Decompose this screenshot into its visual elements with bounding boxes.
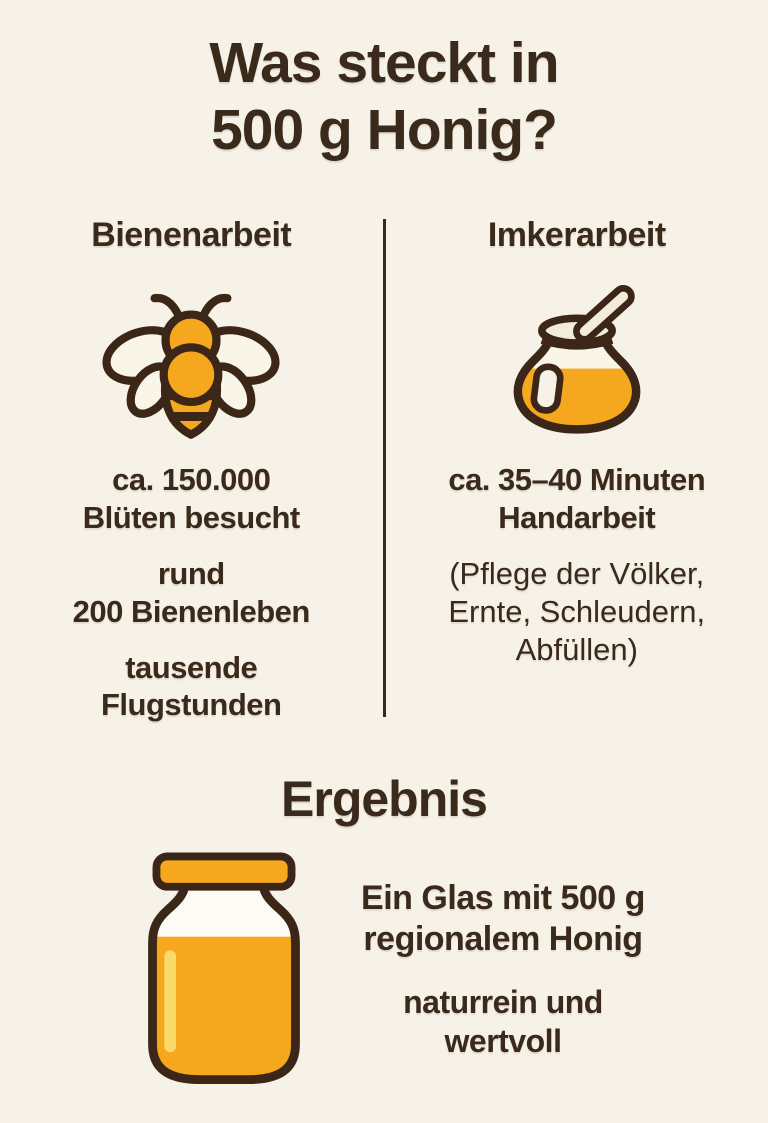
bee-icon-wrap [100, 281, 282, 441]
honey-jar-icon [148, 852, 300, 1085]
column-divider [382, 218, 386, 717]
honey-pot-icon [513, 285, 641, 434]
stat-handarbeit-details: (Pflege der Völker, Ernte, Schleudern, A… [448, 555, 705, 668]
stat-line: naturrein und [403, 983, 603, 1020]
stat-glas-honig: Ein Glas mit 500 g regionalem Honig [361, 878, 645, 961]
stat-blueten: ca. 150.000 Blüten besucht [73, 461, 310, 537]
page-title: Was steckt in 500 g Honig? [0, 0, 768, 165]
stat-line: Flugstunden [101, 687, 282, 723]
result-header: Ergebnis [281, 771, 488, 828]
stat-line: Ernte, Schleudern, [448, 593, 706, 629]
result-text: Ein Glas mit 500 g regionalem Honig natu… [361, 878, 645, 1061]
stat-line: rund [157, 555, 225, 591]
stat-handarbeit: ca. 35–40 Minuten Handarbeit [448, 461, 705, 537]
stat-bienenleben: rund 200 Bienenleben [72, 555, 311, 631]
bienenarbeit-stats: ca. 150.000 Blüten besucht rund 200 Bien… [72, 461, 311, 725]
stat-line: wertvoll [444, 1022, 562, 1059]
stat-line: regionalem Honig [363, 920, 643, 959]
honey-pot-icon-wrap [501, 281, 653, 441]
stat-line: ca. 150.000 [112, 462, 271, 498]
page-title-line: 500 g Honig? [211, 98, 558, 163]
stat-line: ca. 35–40 Minuten [448, 462, 706, 498]
stat-naturrein: naturrein und wertvoll [361, 983, 645, 1061]
result-section: Ein Glas mit 500 g regionalem Honig natu… [0, 850, 768, 1088]
column-bienenarbeit: Bienenarbeit ca. 150. [0, 215, 383, 725]
page-title-line: Was steckt in [209, 31, 559, 95]
column-header-bienenarbeit: Bienenarbeit [91, 215, 292, 254]
column-imkerarbeit: Imkerarbeit [386, 215, 768, 669]
stat-line: Ein Glas mit 500 g [361, 878, 645, 917]
stat-line: (Pflege der Völker, [449, 555, 705, 591]
stat-line: 200 Bienenleben [72, 593, 311, 629]
stat-line: Abfüllen) [515, 631, 638, 667]
bee-icon [102, 294, 280, 440]
imkerarbeit-stats: ca. 35–40 Minuten Handarbeit (Pflege der… [448, 461, 705, 668]
stat-line: Blüten besucht [82, 500, 300, 536]
column-header-imkerarbeit: Imkerarbeit [487, 215, 666, 254]
comparison-columns: Bienenarbeit ca. 150. [0, 215, 768, 725]
stat-line: tausende [125, 649, 258, 685]
stat-line: Handarbeit [498, 500, 656, 536]
stat-flugstunden: tausende Flugstunden [73, 649, 310, 725]
